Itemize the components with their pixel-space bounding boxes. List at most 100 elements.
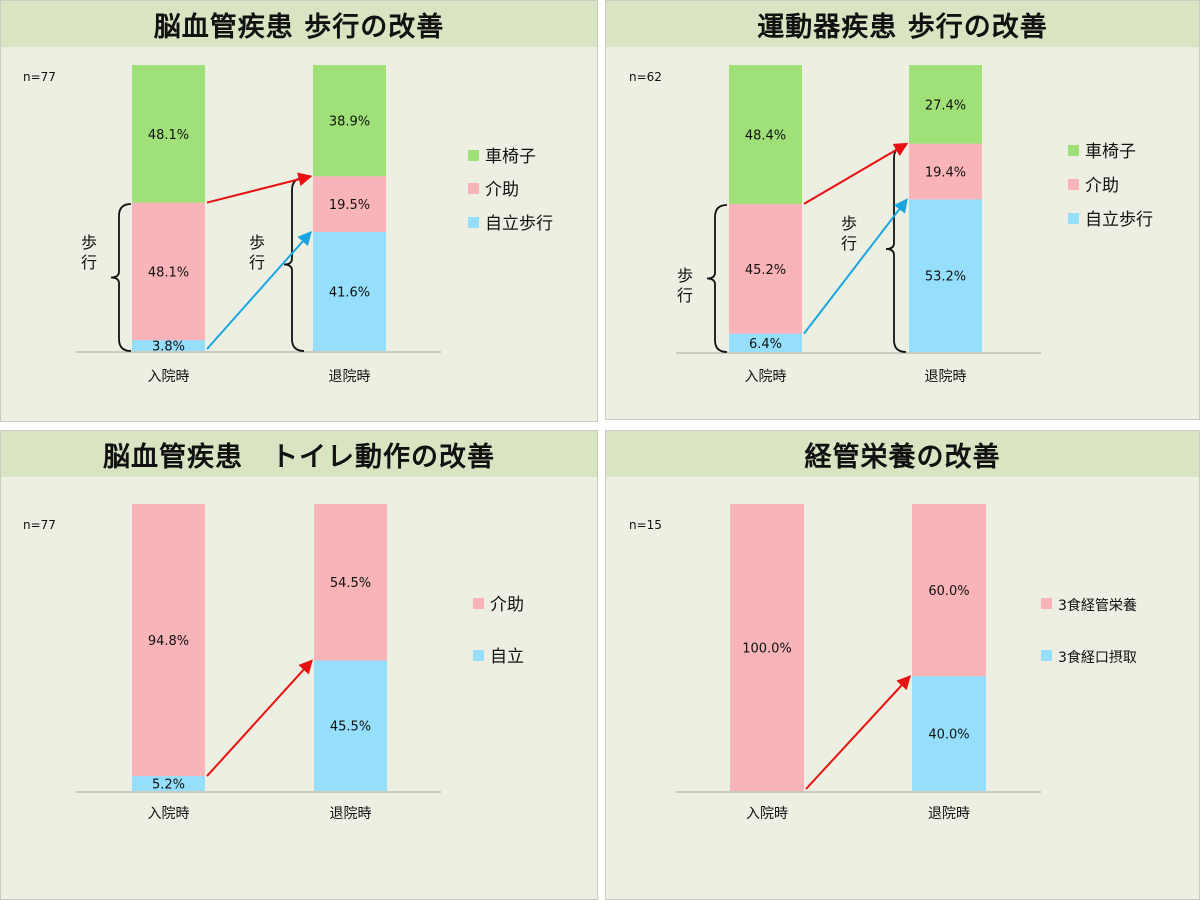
brace-label: 歩 [81, 233, 97, 252]
legend-swatch [468, 150, 479, 161]
data-label: 19.4% [925, 165, 966, 180]
data-label: 40.0% [928, 728, 969, 743]
category-label: 退院時 [928, 806, 970, 822]
bar-segment [313, 65, 386, 177]
data-label: 60.0% [928, 584, 969, 599]
chart-panel-4: 経管栄養の改善 n=15 100.0% 入院時 40.0% 60.0% 退院時 3食経管栄養… [605, 430, 1200, 900]
bar-segment [314, 504, 387, 661]
brace-label: 歩 [841, 214, 857, 233]
change-arrow [206, 659, 313, 777]
change-arrow [803, 142, 909, 205]
data-label: 48.1% [148, 128, 189, 143]
chart-plot: n=62 6.4% 45.2% 48.4% 入院時 53.2% 19.4% 27.4% 退院時 車… [629, 65, 1153, 385]
change-arrow [206, 172, 313, 204]
legend-label: 介助 [490, 595, 524, 615]
brace-label: 歩 [677, 266, 693, 285]
change-arrow [805, 675, 911, 790]
legend-label: 自立歩行 [485, 214, 553, 234]
data-label: 94.8% [148, 634, 189, 649]
sample-size-label: n=77 [23, 70, 56, 84]
data-label: 100.0% [742, 642, 792, 657]
category-label: 入院時 [745, 369, 787, 385]
bar-segment [912, 504, 986, 677]
bar-segment [132, 340, 205, 351]
chart-title: 運動器疾患 歩行の改善 [606, 1, 1199, 47]
data-label: 5.2% [152, 778, 185, 793]
chart-panel-1: 脳血管疾患 歩行の改善 n=77 3.8% 48.1% 48.1% 入院時 41.6% 19… [0, 0, 598, 422]
sample-size-label: n=77 [23, 518, 56, 532]
category-label: 入院時 [148, 369, 190, 385]
bar-segment [909, 65, 982, 144]
data-label: 19.5% [329, 198, 370, 213]
data-label: 38.9% [329, 115, 370, 130]
legend-label: 3食経管栄養 [1058, 597, 1137, 614]
brace-label: 行 [677, 286, 693, 305]
data-label: 48.4% [745, 128, 786, 143]
legend-label: 車椅子 [485, 147, 536, 167]
bar-segment [909, 143, 982, 200]
data-label: 48.1% [148, 265, 189, 280]
legend-swatch [1041, 650, 1052, 661]
data-label: 45.5% [330, 720, 371, 735]
bar-segment [909, 199, 982, 352]
chart-plot: n=15 100.0% 入院時 40.0% 60.0% 退院時 3食経管栄養 3食経口摂取 [629, 504, 1137, 822]
bar-segment [729, 333, 802, 352]
legend-swatch [1068, 145, 1079, 156]
legend-swatch [473, 650, 484, 661]
bar-segment [729, 65, 802, 204]
chart-plot: n=77 3.8% 48.1% 48.1% 入院時 41.6% 19.5% 38.9% 退院時 車… [23, 65, 553, 385]
chart-title: 脳血管疾患 歩行の改善 [1, 1, 597, 47]
bar-segment [314, 660, 387, 791]
category-label: 入院時 [746, 806, 788, 822]
data-label: 6.4% [749, 337, 782, 352]
bar-segment [729, 203, 802, 334]
data-label: 3.8% [152, 340, 185, 355]
sample-size-label: n=62 [629, 70, 662, 84]
chart-title: 脳血管疾患 トイレ動作の改善 [1, 431, 597, 477]
legend-label: 自立 [490, 647, 524, 667]
bar-segment [132, 202, 205, 341]
category-label: 退院時 [925, 369, 967, 385]
chart-svg: n=15 100.0% 入院時 40.0% 60.0% 退院時 3食経管栄養 3食経口摂取 [629, 504, 1137, 822]
bar-segment [313, 176, 386, 233]
data-label: 45.2% [745, 263, 786, 278]
brace-label: 行 [841, 234, 857, 253]
chart-title: 経管栄養の改善 [606, 431, 1199, 477]
change-arrow [803, 198, 908, 335]
data-label: 27.4% [925, 98, 966, 113]
brace-bracket [885, 145, 907, 353]
legend-swatch [468, 217, 479, 228]
bar-segment [912, 676, 986, 791]
change-arrow [206, 230, 312, 350]
bar-segment [313, 232, 386, 351]
category-label: 退院時 [329, 369, 371, 385]
bar-segment [132, 65, 205, 203]
bar-segment [132, 504, 205, 777]
sample-size-label: n=15 [629, 518, 662, 532]
legend-swatch [473, 598, 484, 609]
brace-bracket [706, 204, 728, 353]
data-label: 41.6% [329, 286, 370, 301]
legend-label: 介助 [1085, 176, 1119, 196]
category-label: 退院時 [330, 806, 372, 822]
legend-label: 自立歩行 [1085, 210, 1153, 230]
chart-svg: n=62 6.4% 45.2% 48.4% 入院時 53.2% 19.4% 27.4% 退院時 車… [629, 65, 1153, 385]
brace-bracket [283, 177, 305, 352]
legend-label: 介助 [485, 180, 519, 200]
category-label: 入院時 [148, 806, 190, 822]
data-label: 53.2% [925, 270, 966, 285]
chart-svg: n=77 3.8% 48.1% 48.1% 入院時 41.6% 19.5% 38.9% 退院時 車… [23, 65, 553, 385]
bar-segment [132, 776, 205, 791]
legend-swatch [1041, 598, 1052, 609]
legend-label: 3食経口摂取 [1058, 649, 1137, 666]
legend-label: 車椅子 [1085, 142, 1136, 162]
chart-panel-3: 脳血管疾患 トイレ動作の改善 n=77 5.2% 94.8% 入院時 45.5% 54.5… [0, 430, 598, 900]
legend-swatch [468, 183, 479, 194]
brace-bracket [110, 203, 132, 352]
data-label: 54.5% [330, 576, 371, 591]
brace-label: 歩 [249, 233, 265, 252]
chart-panel-2: 運動器疾患 歩行の改善 n=62 6.4% 45.2% 48.4% 入院時 53.2% 19… [605, 0, 1200, 420]
legend-swatch [1068, 213, 1079, 224]
